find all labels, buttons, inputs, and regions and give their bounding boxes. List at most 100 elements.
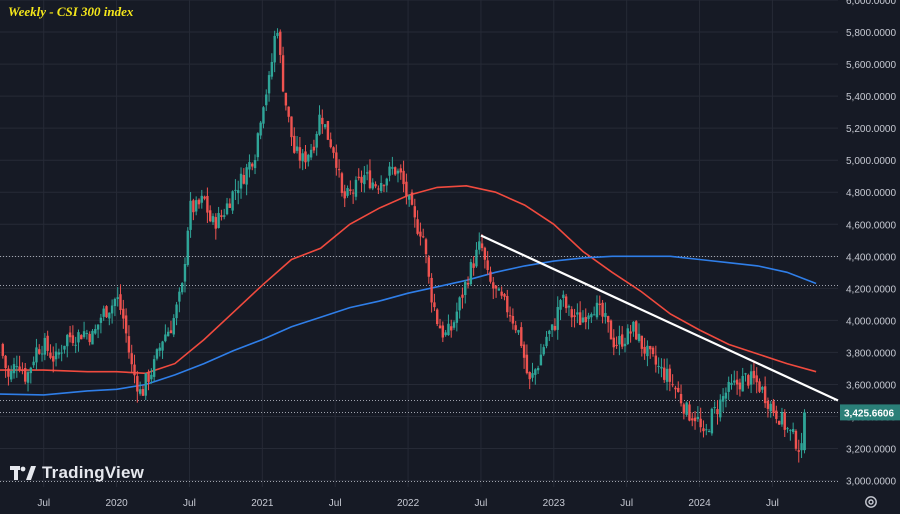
candle-body	[189, 200, 192, 230]
candle-body	[531, 373, 534, 378]
candle-body	[492, 282, 495, 289]
candle-body	[209, 210, 212, 222]
candle-body	[755, 375, 758, 383]
candle-body	[584, 317, 587, 323]
candle-body	[318, 114, 321, 135]
candle-body	[276, 32, 279, 36]
candle-body	[332, 147, 335, 153]
candle-body	[12, 364, 16, 374]
candle-body	[469, 262, 473, 285]
candle-body	[542, 347, 545, 355]
candle-body	[682, 404, 686, 414]
candle-body	[24, 367, 27, 382]
candle-body	[587, 315, 590, 320]
candle-body	[800, 443, 803, 451]
candle-body	[438, 325, 442, 329]
price-tick-label: 4,200.0000	[846, 284, 896, 295]
candle-body	[228, 203, 232, 208]
candle-body	[251, 163, 254, 167]
candle-body	[663, 367, 666, 380]
candle-body	[150, 374, 153, 380]
candle-body	[567, 306, 571, 308]
candle-body	[643, 346, 646, 354]
candle-body	[214, 217, 218, 229]
candle-body	[273, 35, 276, 63]
candle-body	[576, 312, 579, 315]
candle-body	[186, 230, 189, 265]
candle-body	[152, 359, 156, 377]
candle-body	[738, 382, 742, 390]
candle-body	[200, 195, 203, 203]
candle-body	[769, 403, 772, 412]
candle-body	[298, 147, 302, 161]
time-tick-label: 2021	[251, 498, 274, 509]
candle-body	[270, 61, 274, 77]
candle-body	[791, 428, 795, 433]
candle-body	[284, 92, 288, 106]
price-tick-label: 4,000.0000	[846, 316, 896, 327]
candle-body	[360, 176, 363, 183]
candle-body	[665, 368, 669, 382]
candle-body	[651, 347, 655, 355]
candle-body	[113, 298, 117, 307]
candle-body	[141, 389, 145, 396]
candle-body	[410, 192, 414, 205]
candle-body	[458, 297, 461, 311]
candle-body	[777, 420, 781, 425]
candle-body	[609, 320, 613, 340]
candle-body	[52, 356, 55, 362]
candle-body	[503, 294, 506, 297]
trendline[interactable]	[480, 234, 839, 402]
candle-body	[116, 297, 119, 299]
candle-body	[29, 367, 33, 374]
time-tick-label: Jul	[766, 498, 779, 509]
candle-body	[147, 372, 150, 382]
candle-body	[225, 203, 229, 215]
candle-body	[239, 173, 243, 189]
price-tick-label: 4,400.0000	[846, 252, 896, 263]
candle-body	[10, 371, 13, 380]
candle-body	[447, 323, 450, 336]
candle-body	[528, 372, 531, 380]
candle-body	[124, 315, 128, 334]
candle-body	[194, 200, 198, 212]
candle-body	[419, 231, 422, 237]
candle-body	[730, 382, 733, 386]
candle-body	[371, 182, 374, 189]
candle-body	[640, 335, 644, 349]
trendline-group	[480, 234, 839, 402]
candle-body	[197, 199, 201, 205]
candle-body	[550, 324, 554, 331]
settings-button[interactable]	[864, 495, 878, 509]
candle-body	[35, 347, 38, 363]
candle-body	[220, 215, 223, 218]
candle-body	[388, 166, 391, 176]
candle-body	[21, 369, 24, 372]
candle-body	[721, 396, 725, 402]
candle-body	[267, 75, 271, 94]
candle-body	[660, 366, 663, 369]
candle-body	[223, 215, 226, 217]
candle-body	[637, 333, 641, 342]
candle-body	[794, 430, 798, 449]
candle-body	[94, 329, 97, 334]
candle-body	[772, 401, 775, 413]
candle-body	[522, 344, 526, 358]
candle-body	[511, 315, 515, 324]
candle-body	[649, 346, 652, 350]
candle-body	[133, 364, 136, 376]
candle-body	[422, 236, 425, 238]
candle-body	[696, 416, 700, 420]
candle-body	[761, 386, 764, 390]
candle-body	[464, 281, 467, 296]
candle-body	[102, 308, 105, 317]
candle-body	[399, 168, 402, 173]
candle-body	[1, 344, 5, 356]
candle-body	[68, 332, 72, 338]
candle-body	[744, 373, 747, 375]
candle-body	[329, 139, 332, 148]
candle-body	[612, 337, 615, 348]
candle-body	[307, 154, 310, 162]
